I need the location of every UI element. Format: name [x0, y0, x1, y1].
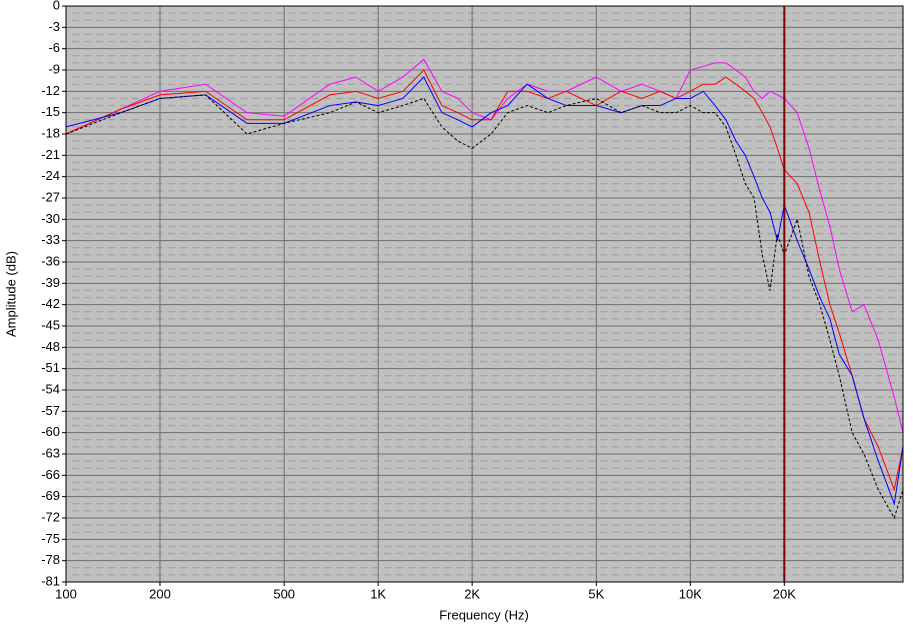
- y-tick-label: -72: [41, 509, 60, 524]
- x-tick-label: 1K: [370, 586, 386, 601]
- y-tick-label: -27: [41, 189, 60, 204]
- x-tick-label: 10K: [679, 586, 702, 601]
- x-tick-label: 2K: [464, 586, 480, 601]
- y-tick-label: -33: [41, 232, 60, 247]
- minor-grid: [66, 6, 903, 582]
- x-tick-label: 5K: [588, 586, 604, 601]
- y-tick-label: -6: [48, 40, 60, 55]
- y-tick-label: -54: [41, 381, 60, 396]
- x-tick-label: 100: [55, 586, 77, 601]
- x-tick-label: 20K: [773, 586, 796, 601]
- y-tick-label: -48: [41, 339, 60, 354]
- series-line: [65, 94, 904, 520]
- x-axis-label: Frequency (Hz): [439, 607, 529, 622]
- y-axis-label: Amplitude (dB): [3, 251, 18, 337]
- y-tick-label: -81: [41, 573, 60, 588]
- x-tick-label: 200: [149, 586, 171, 601]
- y-tick-label: -78: [41, 552, 60, 567]
- y-tick-label: -24: [41, 168, 60, 183]
- y-tick-label: -63: [41, 445, 60, 460]
- x-tick-label: 500: [273, 586, 295, 601]
- y-tick-label: -51: [41, 360, 60, 375]
- series-line: [65, 69, 904, 492]
- y-tick-label: -36: [41, 253, 60, 268]
- y-tick-label: -42: [41, 296, 60, 311]
- plot-frame: [65, 5, 904, 583]
- y-tick-label: -15: [41, 104, 60, 119]
- y-tick-label: 0: [53, 0, 60, 12]
- y-tick-label: -57: [41, 403, 60, 418]
- y-tick-label: -3: [48, 19, 60, 34]
- y-tick-label: -39: [41, 275, 60, 290]
- y-tick-label: -66: [41, 467, 60, 482]
- y-tick-label: -12: [41, 83, 60, 98]
- y-tick-label: -9: [48, 61, 60, 76]
- y-tick-label: -60: [41, 424, 60, 439]
- y-tick-label: -45: [41, 317, 60, 332]
- y-tick-label: -75: [41, 531, 60, 546]
- y-tick-label: -21: [41, 147, 60, 162]
- y-tick-label: -30: [41, 211, 60, 226]
- y-tick-label: -69: [41, 488, 60, 503]
- series-line: [65, 76, 904, 506]
- y-tick-label: -18: [41, 125, 60, 140]
